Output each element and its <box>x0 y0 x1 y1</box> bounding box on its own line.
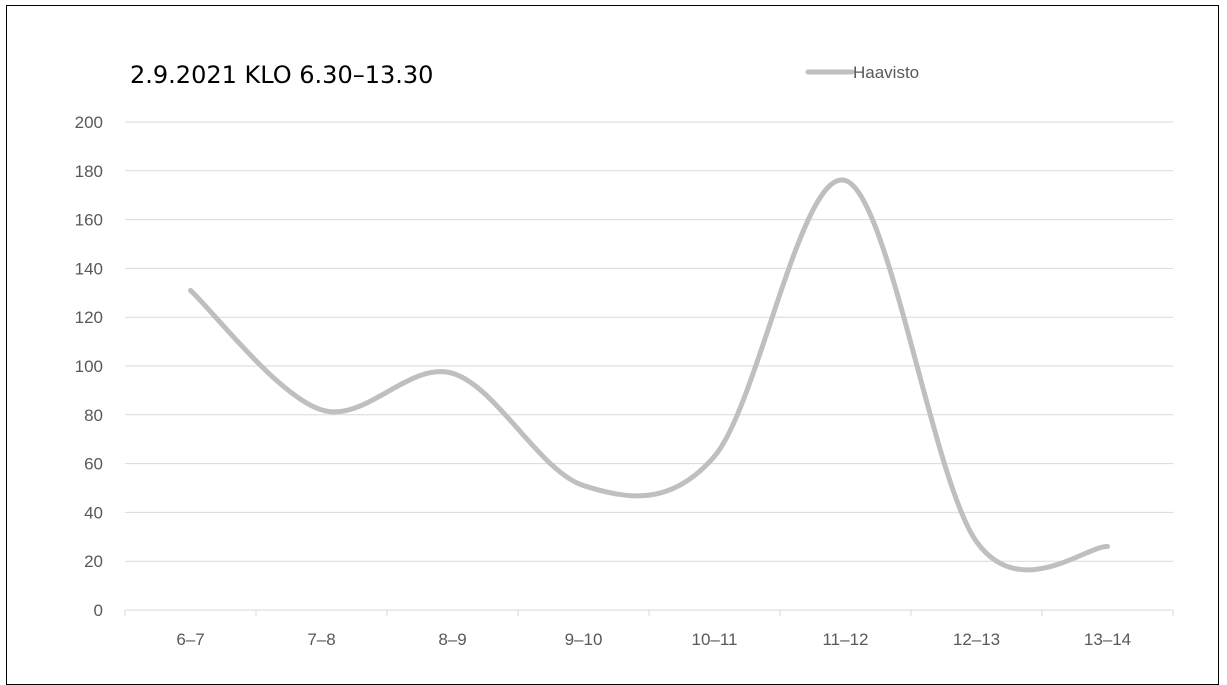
y-tick-label: 180 <box>75 162 103 181</box>
y-tick-label: 0 <box>94 601 103 620</box>
x-tick-label: 7–8 <box>307 630 335 649</box>
series-line <box>188 177 1110 573</box>
x-tick-label: 11–12 <box>822 630 868 649</box>
x-axis-tick-labels: 6–7 7–8 8–9 9–10 10–11 11–12 12–13 13–14 <box>176 630 1131 649</box>
y-tick-label: 120 <box>75 308 103 327</box>
y-axis-tick-labels: 0 20 40 60 80 100 120 140 160 180 200 <box>75 113 103 620</box>
y-tick-label: 20 <box>84 552 103 571</box>
y-tick-label: 200 <box>75 113 103 132</box>
x-tick-label: 10–11 <box>691 630 737 649</box>
series-lines <box>188 177 1110 573</box>
x-tick-label: 8–9 <box>438 630 466 649</box>
x-axis <box>124 609 1174 616</box>
chart-title: 2.9.2021 KLO 6.30–13.30 <box>130 61 433 89</box>
x-tick-label: 6–7 <box>176 630 204 649</box>
legend-label: Haavisto <box>853 63 919 82</box>
y-tick-label: 40 <box>84 503 103 522</box>
y-tick-label: 140 <box>75 259 103 278</box>
y-tick-label: 60 <box>84 455 103 474</box>
y-tick-label: 160 <box>75 211 103 230</box>
x-tick-label: 12–13 <box>953 630 1000 649</box>
y-tick-label: 100 <box>75 357 103 376</box>
y-tick-label: 80 <box>84 406 103 425</box>
x-tick-label: 13–14 <box>1084 630 1131 649</box>
legend: Haavisto <box>805 63 919 82</box>
x-tick-label: 9–10 <box>565 630 603 649</box>
